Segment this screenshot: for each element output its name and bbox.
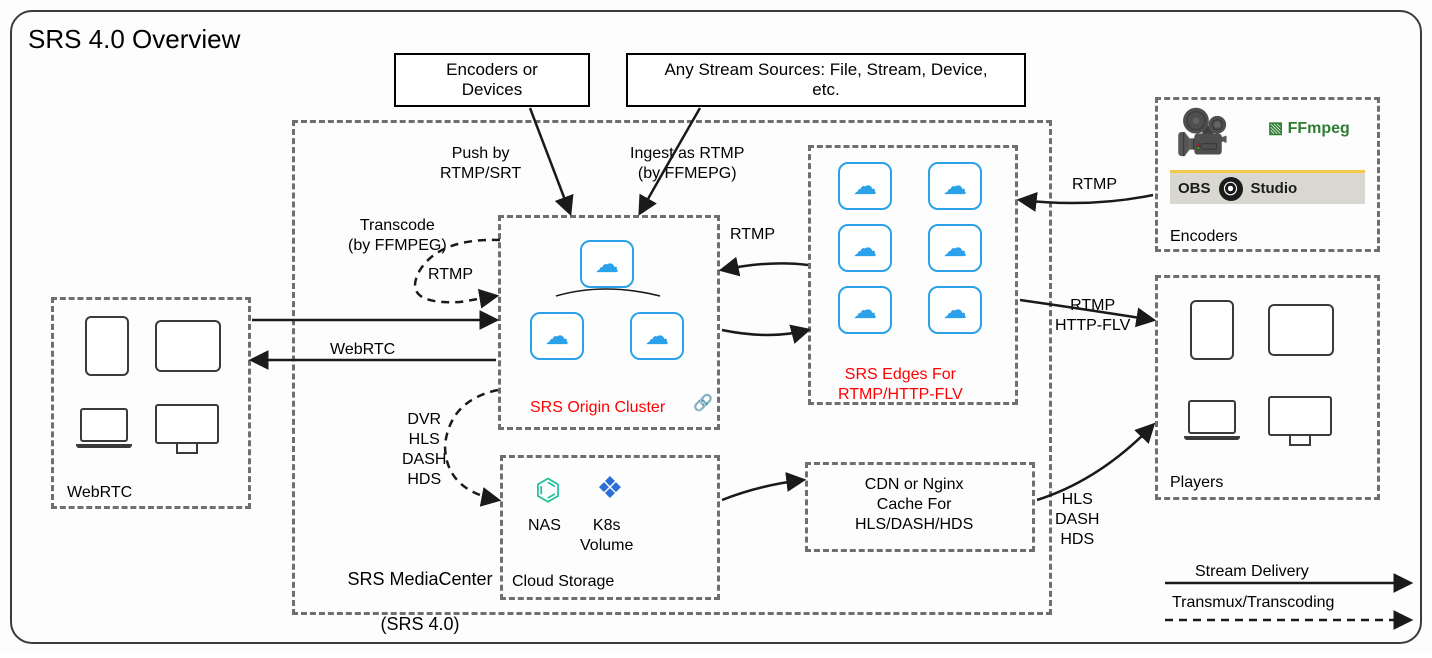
cloud-node-icon <box>928 224 982 272</box>
phone-icon <box>1190 300 1234 360</box>
cloud-node-icon <box>838 162 892 210</box>
cloud-node-icon <box>630 312 684 360</box>
diagram-title: SRS 4.0 Overview <box>28 24 240 55</box>
k8s-volume-icon: ❖ <box>590 468 630 508</box>
desktop-icon <box>155 404 219 444</box>
laptop-icon <box>1188 400 1236 434</box>
k8s-label: K8s Volume <box>580 516 633 556</box>
label-rtmp-enc: RTMP <box>1072 175 1117 195</box>
stream-sources-box: Any Stream Sources: File, Stream, Device… <box>626 53 1026 107</box>
label-rtmp-httpflv: RTMP HTTP-FLV <box>1055 296 1130 336</box>
tablet-icon <box>1268 304 1334 356</box>
encoders-devices-box: Encoders or Devices <box>394 53 590 107</box>
tablet-icon <box>155 320 221 372</box>
label-rtmp-origin-edge: RTMP <box>730 225 775 245</box>
cloud-node-icon <box>530 312 584 360</box>
players-label: Players <box>1170 473 1223 493</box>
cloud-node-icon <box>928 162 982 210</box>
srs-edges-label: SRS Edges For RTMP/HTTP-FLV <box>838 365 963 405</box>
label-ingest-as: Ingest as RTMP (by FFMEPG) <box>630 144 744 184</box>
encoders-devices-label: Encoders or Devices <box>446 60 538 100</box>
cdn-cache-label: CDN or Nginx Cache For HLS/DASH/HDS <box>855 475 973 535</box>
label-webrtc: WebRTC <box>330 340 395 360</box>
laptop-icon <box>80 408 128 442</box>
desktop-icon <box>1268 396 1332 436</box>
nas-icon: ⌬ <box>528 470 568 510</box>
cloud-storage-label: Cloud Storage <box>512 572 614 592</box>
label-rtmp-loop: RTMP <box>428 265 473 285</box>
label-push-by: Push by RTMP/SRT <box>440 144 521 184</box>
media-center-version: SRS 4.0 <box>386 614 453 634</box>
legend-stream-delivery: Stream Delivery <box>1195 562 1309 582</box>
obs-left: OBS <box>1178 180 1211 197</box>
webrtc-box <box>51 297 251 509</box>
obs-studio-badge: OBS ⦿ Studio <box>1170 170 1365 204</box>
encoders-right-label: Encoders <box>1170 227 1238 247</box>
label-hls-list: HLS DASH HDS <box>1055 490 1099 550</box>
ffmpeg-label: FFmpeg <box>1268 118 1350 138</box>
cloud-node-icon <box>580 240 634 288</box>
obs-logo-icon: ⦿ <box>1219 177 1243 201</box>
label-dvr-list: DVR HLS DASH HDS <box>402 410 446 490</box>
diagram-canvas: SRS 4.0 Overview SRS MediaCenter (SRS 4.… <box>0 0 1432 654</box>
cloud-node-icon <box>838 224 892 272</box>
nas-label: NAS <box>528 516 561 536</box>
legend-transmux: Transmux/Transcoding <box>1172 593 1334 613</box>
stream-sources-label: Any Stream Sources: File, Stream, Device… <box>664 60 987 100</box>
media-center-label-line1: SRS MediaCenter <box>347 569 492 589</box>
origin-cluster-label: SRS Origin Cluster <box>530 398 665 418</box>
obs-right: Studio <box>1251 180 1298 197</box>
cloud-node-icon <box>928 286 982 334</box>
paren-close: ) <box>454 614 460 634</box>
media-center-label: SRS MediaCenter (SRS 4.0) <box>300 545 520 658</box>
cloud-node-icon <box>838 286 892 334</box>
camera-icon: 🎥 <box>1175 106 1230 158</box>
phone-icon <box>85 316 129 376</box>
webrtc-label: WebRTC <box>67 483 132 503</box>
label-transcode: Transcode (by FFMPEG) <box>348 216 447 256</box>
